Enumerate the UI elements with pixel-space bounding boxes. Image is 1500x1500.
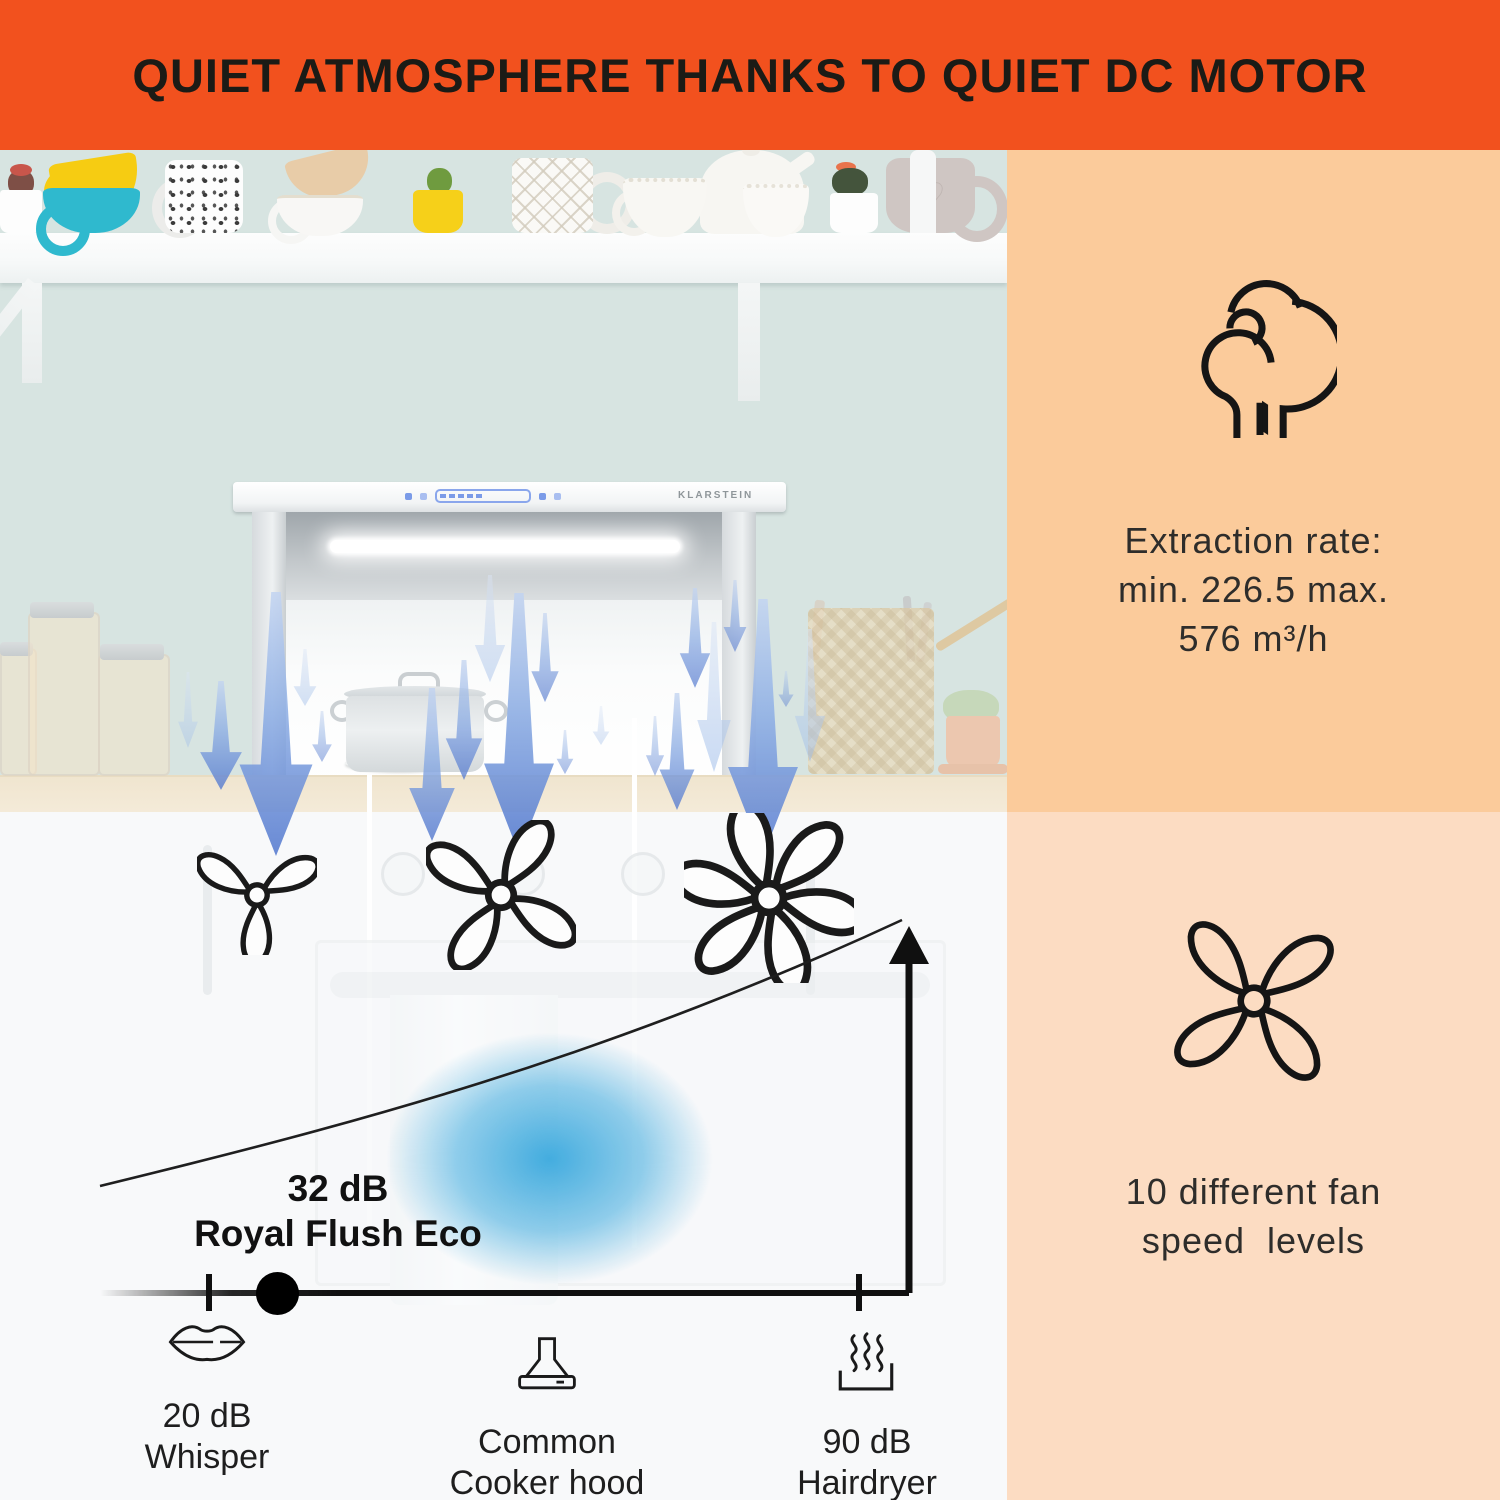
whisper-caption: 20 dB Whisper bbox=[144, 1397, 270, 1476]
db-axis bbox=[100, 1290, 909, 1296]
axis-tick bbox=[206, 1274, 212, 1311]
extraction-rate-text: Extraction rate: min. 226.5 max. 576 m³/… bbox=[1117, 520, 1390, 659]
shelf-bracket bbox=[738, 283, 760, 401]
plant-pot bbox=[830, 193, 878, 233]
cooker-hood-caption: Common Cooker hood bbox=[449, 1423, 645, 1500]
pot-lid-handle bbox=[398, 672, 440, 688]
banner-title: QUIET ATMOSPHERE THANKS TO QUIET DC MOTO… bbox=[132, 48, 1368, 102]
cactus bbox=[832, 168, 868, 196]
heat-waves-icon bbox=[838, 1332, 894, 1391]
diamond-mug bbox=[512, 158, 593, 233]
teapot-lid bbox=[742, 150, 760, 156]
hairdryer-caption: 90 dB Hairdryer bbox=[797, 1423, 937, 1500]
fan-6-blades-icon bbox=[684, 813, 854, 983]
loudness-curve bbox=[99, 918, 929, 1293]
oven-knob bbox=[621, 852, 665, 896]
hood-recess bbox=[286, 512, 722, 600]
fan-icon bbox=[1173, 921, 1334, 1081]
utensil-basket bbox=[808, 608, 934, 774]
fan-speeds-text: 10 different fan speed levels bbox=[1125, 1171, 1382, 1261]
shelf-bracket bbox=[22, 283, 42, 383]
lips-icon bbox=[168, 1325, 246, 1362]
fan-speeds-panel: 10 different fan speed levels bbox=[1007, 812, 1500, 1500]
fan-4-blades-icon bbox=[426, 820, 576, 970]
bottle bbox=[910, 150, 936, 233]
terracotta-saucer bbox=[938, 764, 1007, 774]
hood-touch-controls bbox=[405, 488, 565, 504]
hood-glass-top bbox=[233, 482, 786, 512]
jar-lid bbox=[100, 644, 164, 660]
extraction-rate-panel: Extraction rate: min. 226.5 max. 576 m³/… bbox=[1007, 150, 1500, 812]
fan-3-blades-icon bbox=[197, 852, 317, 955]
axis-tick bbox=[856, 1274, 862, 1311]
steam-stem bbox=[1261, 400, 1268, 435]
speckled-mug bbox=[165, 160, 243, 233]
plant-pot bbox=[0, 190, 42, 233]
pasta-jar bbox=[28, 612, 100, 776]
steam-icon bbox=[1200, 280, 1337, 438]
terracotta-pot bbox=[946, 716, 1000, 768]
hood-brand-logo: KLARSTEIN bbox=[678, 490, 754, 501]
axis-arrow-head bbox=[889, 926, 929, 964]
oven-knob bbox=[381, 852, 425, 896]
jar-lid bbox=[0, 642, 33, 656]
cactus-flower bbox=[10, 164, 32, 176]
cooker-hood-icon bbox=[518, 1337, 576, 1390]
plant-pot bbox=[413, 190, 463, 233]
product-marker-dot bbox=[256, 1272, 299, 1315]
shelf bbox=[0, 233, 1007, 283]
product-marker-label: 32 dB Royal Flush Eco bbox=[194, 1168, 482, 1254]
cactus bbox=[427, 168, 452, 194]
hood-led-light bbox=[330, 540, 680, 553]
cabinet-handle bbox=[203, 845, 212, 995]
banner: QUIET ATMOSPHERE THANKS TO QUIET DC MOTO… bbox=[0, 0, 1500, 150]
pot-handle bbox=[484, 700, 508, 722]
kitchen-photo: ♡ KLARSTEIN bbox=[0, 150, 1007, 1500]
jar-lid bbox=[30, 602, 94, 618]
cactus-flower bbox=[836, 162, 856, 172]
